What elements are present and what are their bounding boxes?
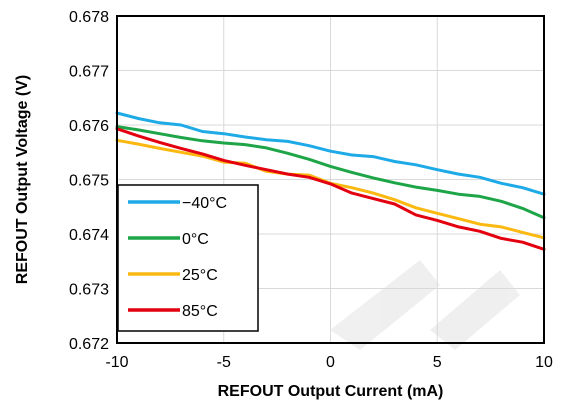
y-tick-label: 0.678 <box>69 9 109 26</box>
legend: −40°C 0°C 25°C 85°C <box>117 184 259 332</box>
x-tick-label: -10 <box>105 354 128 371</box>
x-tick-label: -5 <box>217 354 231 371</box>
legend-label-1: 0°C <box>182 231 209 248</box>
y-tick-labels: 0.672 0.673 0.674 0.675 0.676 0.677 0.678 <box>69 9 109 353</box>
y-tick-label: 0.677 <box>69 64 109 81</box>
x-tick-label: 5 <box>433 354 442 371</box>
watermark <box>330 260 520 350</box>
y-tick-label: 0.676 <box>69 118 109 135</box>
plot-area-frame <box>116 15 545 344</box>
series-line-3 <box>115 127 546 251</box>
series-lines <box>115 111 546 251</box>
y-tick-label: 0.674 <box>69 227 109 244</box>
x-tick-labels: -10 -5 0 5 10 <box>105 354 553 371</box>
y-tick-label: 0.673 <box>69 282 109 299</box>
legend-label-3: 85°C <box>182 303 218 320</box>
y-tick-label: 0.675 <box>69 173 109 190</box>
series-line-0 <box>115 111 546 196</box>
x-axis-title: REFOUT Output Current (mA) <box>218 383 444 400</box>
legend-label-0: −40°C <box>182 195 227 212</box>
legend-box <box>117 184 259 332</box>
x-tick-label: 0 <box>326 354 335 371</box>
y-axis-title: REFOUT Output Voltage (V) <box>14 75 31 284</box>
series-line-1 <box>115 125 546 220</box>
x-tick-label: 10 <box>535 354 553 371</box>
y-tick-label: 0.672 <box>69 336 109 353</box>
legend-label-2: 25°C <box>182 267 218 284</box>
